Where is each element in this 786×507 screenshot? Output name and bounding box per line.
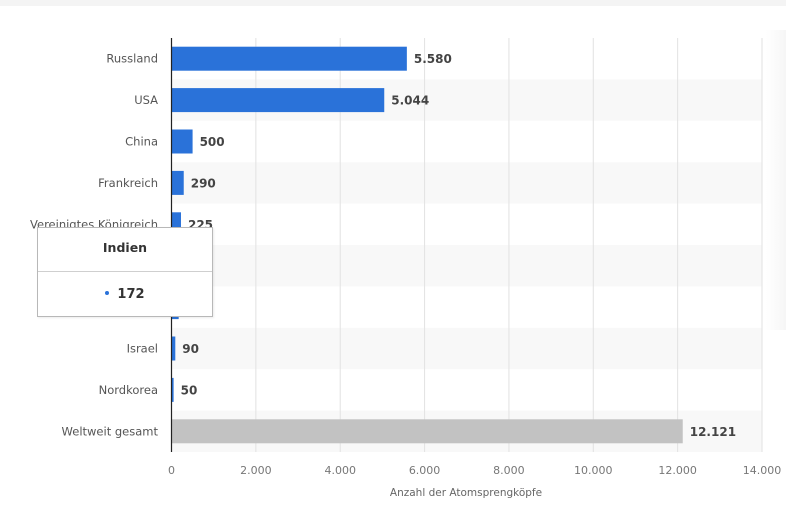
right-edge-shade (766, 30, 786, 330)
bar-usa[interactable] (171, 88, 385, 113)
value-label: 12.121 (690, 425, 736, 439)
bar-frankreich[interactable] (171, 170, 184, 195)
x-tick-label: 8.000 (493, 464, 525, 477)
value-label: 290 (191, 176, 216, 190)
x-tick-labels: 0 2.000 4.000 6.000 8.000 10.000 12.000 14.000 (168, 464, 781, 477)
value-label: 5.580 (414, 52, 452, 66)
row-stripes (171, 79, 762, 452)
x-tick-label: 0 (168, 464, 175, 477)
x-tick-label: 6.000 (409, 464, 441, 477)
value-label: 50 (181, 383, 198, 397)
category-label: Weltweit gesamt (62, 424, 159, 438)
tooltip-value: 172 (117, 287, 145, 302)
value-label: 5.044 (391, 94, 429, 108)
tooltip-value-row: 172 (38, 273, 212, 317)
bars (171, 46, 683, 444)
category-label: USA (134, 93, 158, 107)
category-label: Frankreich (98, 176, 158, 190)
x-tick-label: 14.000 (743, 464, 782, 477)
x-tick-label: 2.000 (240, 464, 272, 477)
bar-weltweit-gesamt[interactable] (171, 419, 683, 444)
x-tick-label: 12.000 (658, 464, 697, 477)
x-tick-label: 4.000 (324, 464, 356, 477)
row-stripe (171, 245, 762, 287)
bar-russland[interactable] (171, 46, 407, 71)
value-label: 500 (200, 135, 225, 149)
category-label: Nordkorea (99, 383, 158, 397)
bar-china[interactable] (171, 129, 193, 154)
category-label: Russland (106, 52, 158, 66)
top-strip (0, 0, 786, 6)
tooltip-bullet-icon (105, 290, 110, 295)
row-stripe (171, 327, 762, 370)
tooltip: Indien 172 (37, 227, 213, 317)
row-stripe (171, 162, 762, 204)
bar-israel[interactable] (171, 336, 176, 361)
bar-nordkorea[interactable] (171, 377, 174, 402)
tooltip-title: Indien (38, 228, 212, 272)
value-label: 90 (182, 342, 199, 356)
category-label: Israel (127, 342, 158, 356)
x-tick-label: 10.000 (574, 464, 613, 477)
category-label: China (125, 135, 158, 149)
bar-vereinigtes-königreich[interactable] (171, 212, 181, 237)
x-axis-label: Anzahl der Atomsprengköpfe (390, 487, 542, 499)
